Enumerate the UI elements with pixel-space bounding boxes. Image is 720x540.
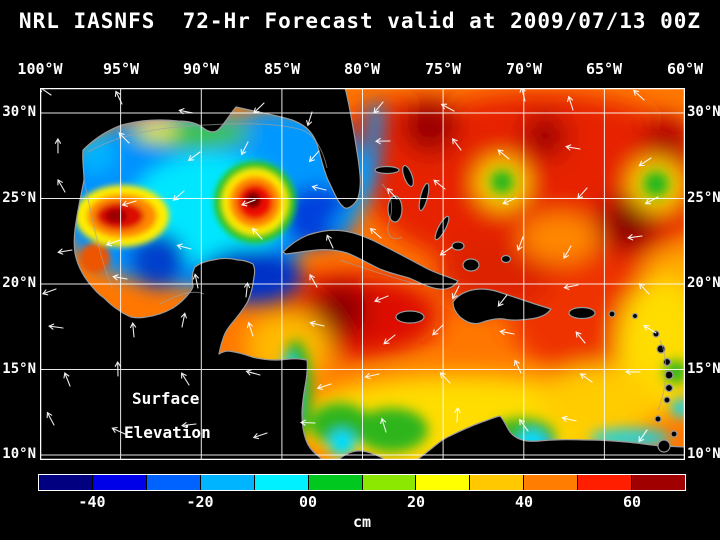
colorbar-tick-labels: -40 -20 00 20 40 60 bbox=[38, 493, 686, 511]
colorbar-segment bbox=[577, 475, 632, 490]
overlay-elevation-label: Elevation bbox=[124, 423, 211, 442]
colorbar-tick-60: 60 bbox=[622, 493, 642, 511]
colorbar-tick-neg20: -20 bbox=[186, 493, 214, 511]
colorbar-segments bbox=[39, 475, 686, 490]
colorbar-segment bbox=[253, 475, 308, 490]
colorbar bbox=[38, 474, 686, 491]
wind-vector-arrows bbox=[40, 88, 659, 443]
lon-label-100w: 100°W bbox=[17, 60, 63, 78]
colorbar-segment bbox=[307, 475, 362, 490]
colorbar-unit-label: cm bbox=[352, 513, 372, 531]
lat-label-right-20n: 20°N bbox=[687, 275, 720, 291]
lat-label-left-30n: 30°N bbox=[2, 104, 36, 120]
colorbar-segment bbox=[523, 475, 578, 490]
lat-label-left-15n: 15°N bbox=[2, 361, 36, 377]
colorbar-tick-neg40: -40 bbox=[78, 493, 106, 511]
colorbar-segment bbox=[415, 475, 470, 490]
colorbar-segment bbox=[199, 475, 254, 490]
lat-label-right-30n: 30°N bbox=[687, 104, 720, 120]
colorbar-tick-20: 20 bbox=[406, 493, 425, 511]
colorbar-segment bbox=[145, 475, 200, 490]
page-title: NRL IASNFS 72-Hr Forecast valid at 2009/… bbox=[18, 9, 702, 33]
overlay-surface-label: Surface bbox=[132, 389, 199, 408]
map-plot: Surface Elevation bbox=[40, 88, 685, 460]
colorbar-tick-40: 40 bbox=[514, 493, 534, 511]
lat-label-left-10n: 10°N bbox=[2, 446, 36, 462]
grid-lines bbox=[40, 88, 685, 460]
lon-label-60w: 60°W bbox=[666, 60, 704, 78]
lat-label-left-25n: 25°N bbox=[2, 190, 36, 206]
colorbar-segment bbox=[469, 475, 524, 490]
lat-label-right-25n: 25°N bbox=[687, 190, 720, 206]
lat-label-left-20n: 20°N bbox=[2, 275, 36, 291]
ocean-field bbox=[40, 88, 685, 460]
lat-label-right-10n: 10°N bbox=[687, 446, 720, 462]
lon-label-95w: 95°W bbox=[102, 60, 140, 78]
lon-label-80w: 80°W bbox=[343, 60, 381, 78]
lon-label-90w: 90°W bbox=[182, 60, 220, 78]
land-mask bbox=[40, 88, 685, 460]
surface-elevation-field: Surface Elevation bbox=[40, 88, 685, 460]
map-border bbox=[40, 88, 685, 460]
colorbar-segment bbox=[39, 475, 92, 490]
colorbar-segment bbox=[631, 475, 686, 490]
colorbar-segment bbox=[91, 475, 146, 490]
lon-label-75w: 75°W bbox=[424, 60, 462, 78]
colorbar-tick-00: 00 bbox=[298, 493, 318, 511]
lon-label-65w: 65°W bbox=[585, 60, 623, 78]
lon-label-70w: 70°W bbox=[505, 60, 543, 78]
colorbar-segment bbox=[361, 475, 416, 490]
lon-label-85w: 85°W bbox=[263, 60, 301, 78]
lat-label-right-15n: 15°N bbox=[687, 361, 720, 377]
